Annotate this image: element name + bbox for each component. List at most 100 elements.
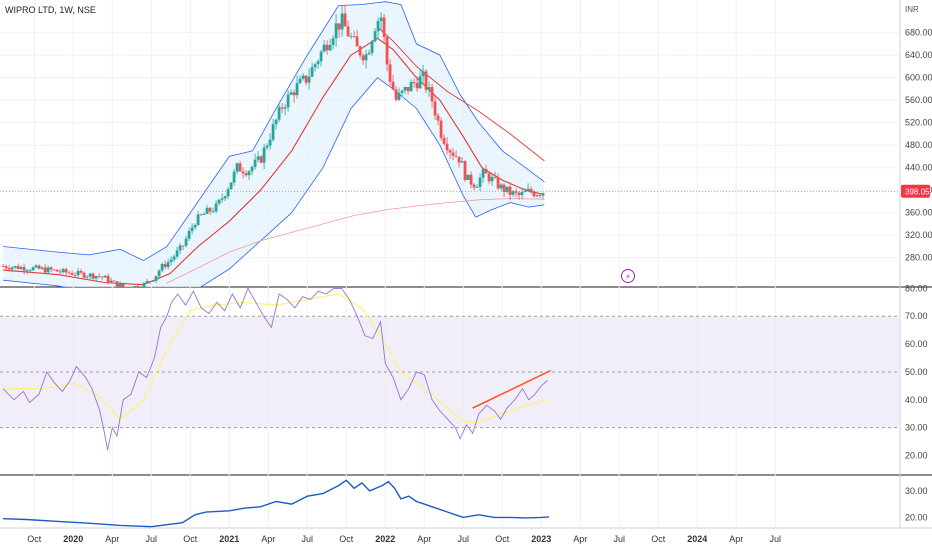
candle-body-41[interactable] [124, 286, 128, 288]
candle-body-137[interactable] [412, 82, 416, 83]
candle-body-108[interactable] [325, 44, 329, 51]
candle-body-33[interactable] [100, 276, 104, 278]
candle-body-40[interactable] [121, 283, 125, 287]
candle-body-123[interactable] [370, 41, 374, 53]
candle-body-82[interactable] [247, 171, 251, 176]
candle-body-43[interactable] [131, 290, 134, 291]
candle-body-54[interactable] [163, 264, 167, 267]
candle-body-115[interactable] [346, 26, 350, 37]
candle-body-49[interactable] [148, 281, 152, 282]
candle-body-26[interactable] [79, 270, 83, 273]
candle-body-172[interactable] [517, 192, 521, 196]
event-circle[interactable] [621, 269, 635, 283]
candle-body-136[interactable] [409, 82, 413, 92]
candle-body-19[interactable] [58, 271, 62, 273]
candle-body-139[interactable] [418, 76, 422, 89]
candle-body-160[interactable] [481, 169, 485, 178]
candle-body-132[interactable] [397, 93, 401, 100]
candle-body-117[interactable] [352, 36, 356, 38]
candle-body-110[interactable] [331, 38, 335, 45]
candle-body-70[interactable] [211, 211, 215, 213]
candle-body-131[interactable] [394, 89, 398, 100]
candle-body-4[interactable] [13, 265, 17, 268]
candle-body-1[interactable] [4, 266, 8, 269]
candle-body-97[interactable] [292, 92, 296, 96]
candle-body-163[interactable] [490, 176, 494, 182]
candle-body-146[interactable] [439, 120, 443, 138]
candle-body-174[interactable] [523, 191, 527, 193]
candle-body-102[interactable] [307, 76, 311, 83]
candle-body-89[interactable] [268, 139, 272, 146]
candle-body-90[interactable] [271, 124, 275, 140]
candle-body-92[interactable] [277, 107, 281, 120]
candle-body-166[interactable] [499, 184, 503, 189]
candle-body-5[interactable] [16, 265, 20, 270]
candle-body-2[interactable] [7, 268, 11, 270]
candle-body-53[interactable] [160, 264, 164, 271]
candle-body-24[interactable] [73, 275, 77, 276]
candle-body-173[interactable] [520, 192, 524, 196]
candle-body-120[interactable] [361, 55, 365, 61]
candle-body-86[interactable] [259, 156, 263, 163]
candle-body-154[interactable] [463, 161, 467, 181]
candle-body-39[interactable] [118, 283, 122, 287]
candle-body-135[interactable] [406, 86, 410, 92]
candle-body-74[interactable] [223, 196, 227, 199]
candle-body-23[interactable] [70, 273, 74, 276]
candle-body-47[interactable] [142, 282, 146, 288]
candle-body-61[interactable] [184, 238, 188, 246]
candle-body-129[interactable] [388, 64, 392, 82]
candle-body-46[interactable] [140, 288, 143, 289]
price-axis[interactable]: 280.00320.00360.00400.00440.00480.00520.… [905, 28, 932, 523]
candle-body-161[interactable] [484, 169, 488, 174]
candle-body-104[interactable] [313, 64, 317, 68]
candle-body-11[interactable] [34, 265, 38, 268]
candle-body-141[interactable] [424, 71, 428, 90]
candle-body-55[interactable] [166, 262, 170, 267]
candle-body-10[interactable] [31, 267, 35, 271]
candle-body-48[interactable] [145, 281, 149, 283]
candle-body-164[interactable] [493, 176, 497, 178]
candle-body-130[interactable] [391, 81, 395, 90]
candle-body-93[interactable] [280, 107, 284, 109]
candle-body-176[interactable] [529, 188, 533, 193]
candle-body-103[interactable] [310, 67, 314, 77]
candle-body-148[interactable] [445, 143, 449, 151]
candle-body-85[interactable] [256, 156, 260, 160]
candle-body-142[interactable] [427, 87, 431, 90]
candle-body-155[interactable] [466, 174, 470, 181]
candle-body-84[interactable] [253, 159, 257, 167]
rsi-pane[interactable] [2, 287, 551, 450]
candle-body-121[interactable] [364, 54, 368, 61]
candle-body-38[interactable] [115, 281, 119, 287]
candle-body-112[interactable] [337, 23, 341, 30]
candle-body-83[interactable] [250, 166, 254, 172]
candle-body-21[interactable] [64, 269, 68, 273]
candle-body-6[interactable] [19, 267, 23, 270]
candle-body-67[interactable] [202, 213, 206, 215]
candle-body-158[interactable] [475, 186, 479, 188]
candle-body-52[interactable] [157, 270, 161, 277]
candle-body-170[interactable] [511, 191, 515, 195]
candle-body-75[interactable] [226, 189, 230, 197]
candle-body-178[interactable] [535, 195, 539, 197]
candle-body-162[interactable] [487, 173, 491, 182]
candle-body-105[interactable] [316, 61, 320, 65]
candle-body-177[interactable] [532, 192, 536, 197]
candle-body-72[interactable] [217, 199, 221, 204]
candle-body-36[interactable] [109, 280, 113, 283]
candle-body-13[interactable] [40, 267, 44, 269]
candle-body-9[interactable] [28, 270, 32, 272]
candle-body-76[interactable] [229, 182, 233, 190]
candle-body-8[interactable] [25, 270, 29, 272]
candle-body-16[interactable] [49, 267, 53, 270]
candle-body-106[interactable] [319, 51, 323, 62]
candle-body-17[interactable] [52, 269, 56, 271]
candle-body-20[interactable] [61, 269, 65, 273]
candle-body-18[interactable] [55, 269, 59, 272]
candle-body-152[interactable] [457, 156, 461, 163]
price-pane[interactable] [0, 1, 900, 303]
candle-body-60[interactable] [181, 245, 185, 247]
candle-body-156[interactable] [469, 174, 473, 185]
candle-body-116[interactable] [349, 36, 353, 38]
